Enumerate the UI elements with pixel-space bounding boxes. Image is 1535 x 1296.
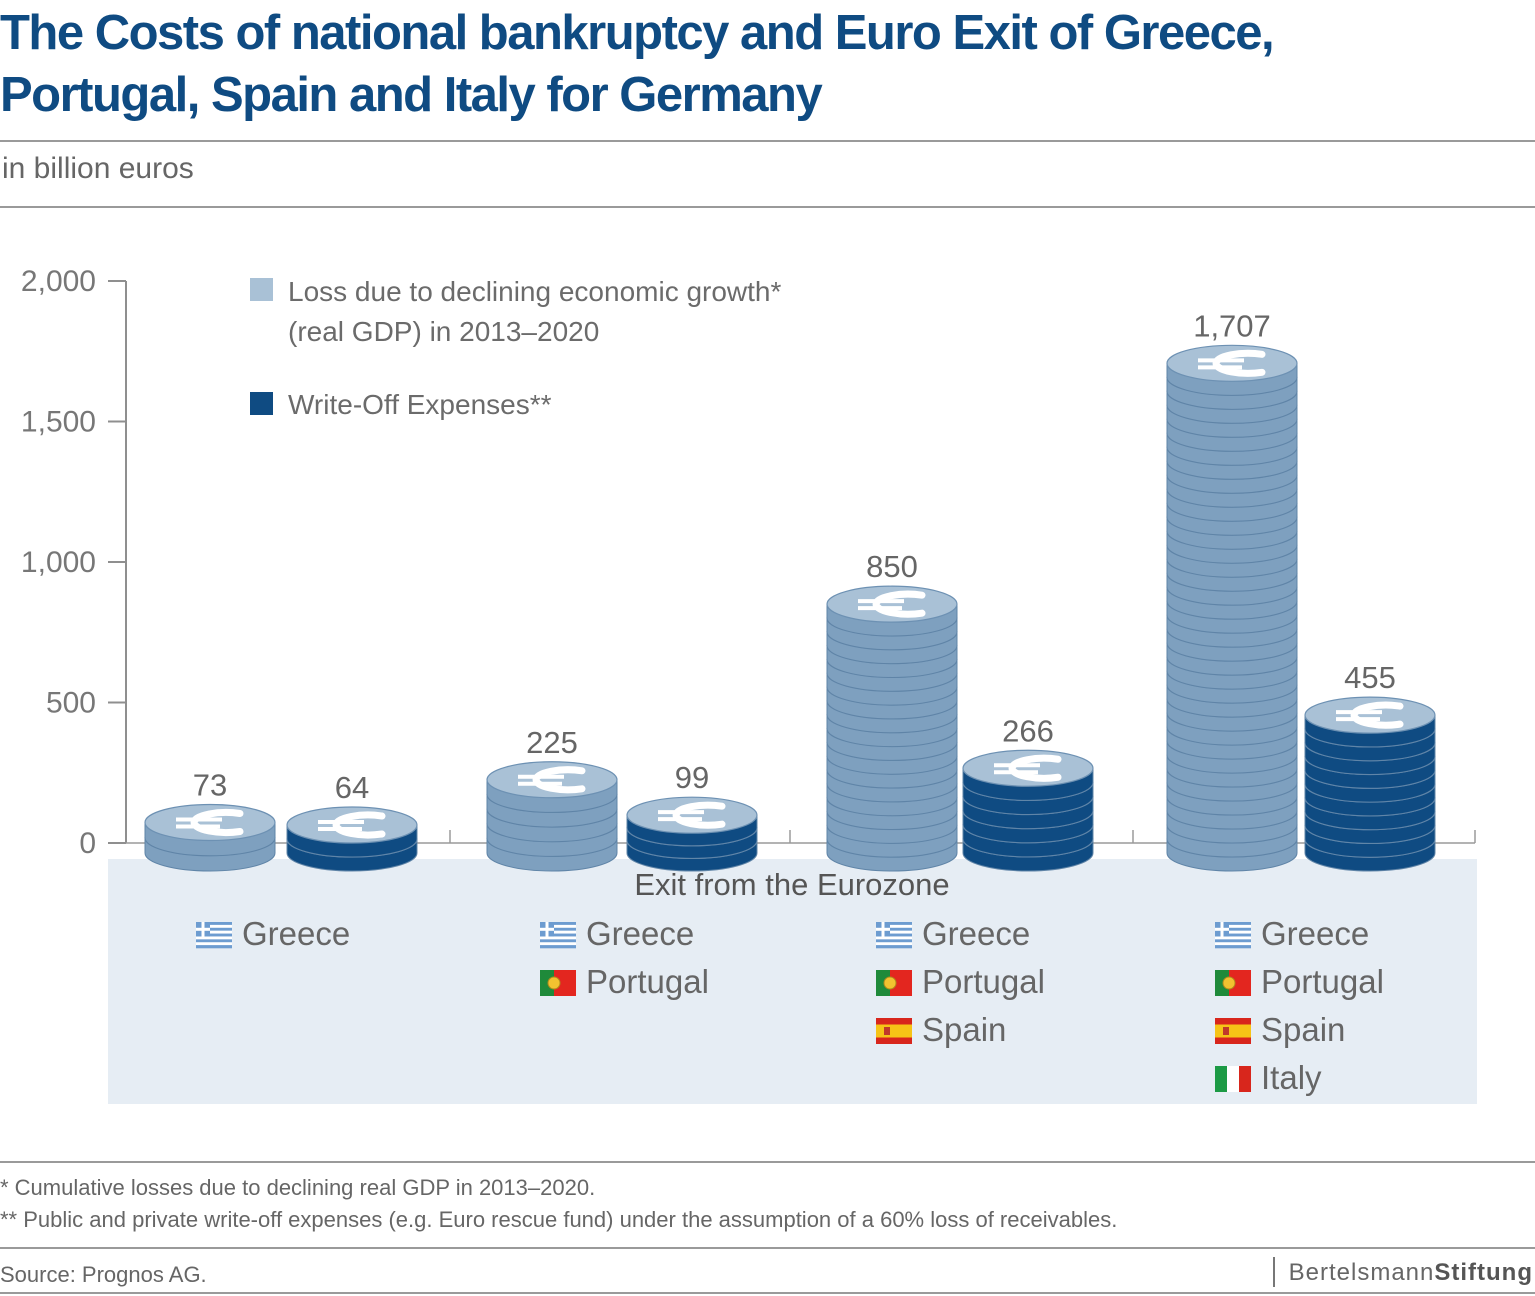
x-axis-title: Exit from the Eurozone (634, 867, 949, 902)
chart-title: The Costs of national bankruptcy and Eur… (0, 6, 1275, 122)
value-label-gdp: 1,707 (1193, 308, 1271, 343)
euro-icon (858, 590, 926, 618)
y-tick-label: 1,000 (21, 546, 96, 579)
category-group: Greece Portugal Spain (876, 915, 1045, 1048)
category-group: Greece (196, 915, 350, 952)
euro-icon (1336, 701, 1404, 729)
value-label-gdp: 850 (866, 549, 918, 584)
coin-stack-gdp: 850 (826, 549, 958, 872)
coin-stack-writeoff: 455 (1304, 660, 1436, 872)
portugal-flag-icon (540, 970, 576, 996)
greece-flag-icon (876, 922, 912, 949)
country-label: Greece (242, 915, 350, 952)
country-label: Portugal (586, 963, 709, 1000)
value-label-writeoff: 64 (335, 770, 369, 805)
footnote-writeoff: ** Public and private write-off expenses… (0, 1207, 1118, 1232)
subtitle-divider (0, 206, 1535, 208)
coin-stack-gdp: 73 (144, 767, 276, 872)
country-label: Greece (586, 915, 694, 952)
coin-stacks: 73 225 850 1,707 64 99 266 455 (144, 308, 1436, 872)
country-label: Italy (1261, 1059, 1322, 1096)
euro-icon (658, 801, 726, 829)
category-group: Greece Portugal (540, 915, 709, 1000)
footnote-divider (0, 1161, 1535, 1163)
legend-swatch-writeoff (250, 392, 273, 415)
chart-subtitle: in billion euros (2, 152, 194, 185)
spain-flag-icon (1215, 1018, 1251, 1044)
value-label-gdp: 73 (193, 767, 227, 802)
coin-stack-gdp: 225 (486, 725, 618, 872)
category-labels: Exit from the Eurozone Greece Greece Portug… (196, 867, 1384, 1096)
category-group: Greece Portugal Spain Italy (1215, 915, 1384, 1096)
coin-stack-gdp: 1,707 (1166, 308, 1298, 872)
country-label: Spain (1261, 1011, 1345, 1048)
country-label: Greece (922, 915, 1030, 952)
coin-stack-writeoff: 266 (962, 713, 1094, 872)
brand-logo: BertelsmannStiftung (1272, 1257, 1533, 1287)
euro-icon (518, 766, 586, 794)
value-label-writeoff: 266 (1002, 713, 1054, 748)
bottom-rule (0, 1292, 1535, 1294)
y-tick-label: 2,000 (21, 265, 96, 298)
y-tick-label: 1,500 (21, 406, 96, 439)
country-label: Greece (1261, 915, 1369, 952)
brand-name-first: Bertelsmann (1288, 1259, 1435, 1286)
greece-flag-icon (1215, 922, 1251, 949)
brand-name-second: Stiftung (1434, 1259, 1533, 1286)
country-label: Spain (922, 1011, 1006, 1048)
spain-flag-icon (876, 1018, 912, 1044)
coin-stack-writeoff: 64 (286, 770, 418, 872)
y-tick-label: 500 (46, 687, 96, 720)
title-divider (0, 140, 1535, 142)
footnote-gdp: * Cumulative losses due to declining rea… (0, 1175, 596, 1200)
greece-flag-icon (196, 922, 232, 949)
euro-icon (1198, 349, 1266, 377)
legend-label-gdp-line2: (real GDP) in 2013–2020 (288, 316, 599, 347)
country-label: Portugal (1261, 963, 1384, 1000)
legend: Loss due to declining economic growth* (r… (250, 276, 782, 420)
coin-stack-chart: 0 500 1,000 1,500 2,000 Loss due to declinin… (21, 265, 1477, 1104)
euro-icon (176, 808, 244, 836)
portugal-flag-icon (876, 970, 912, 996)
coin-stack-writeoff: 99 (626, 760, 758, 872)
legend-swatch-gdp (250, 278, 273, 301)
source-divider (0, 1247, 1535, 1249)
value-label-gdp: 225 (526, 725, 578, 760)
legend-label-writeoff: Write-Off Expenses** (288, 389, 552, 420)
greece-flag-icon (540, 922, 576, 949)
source-note: Source: Prognos AG. (0, 1262, 207, 1287)
legend-label-gdp: Loss due to declining economic growth* (288, 276, 782, 307)
euro-icon (318, 811, 386, 839)
value-label-writeoff: 455 (1344, 660, 1396, 695)
italy-flag-icon (1215, 1066, 1251, 1092)
value-label-writeoff: 99 (675, 760, 709, 795)
portugal-flag-icon (1215, 970, 1251, 996)
y-tick-label: 0 (79, 827, 96, 860)
country-label: Portugal (922, 963, 1045, 1000)
euro-icon (994, 754, 1062, 782)
